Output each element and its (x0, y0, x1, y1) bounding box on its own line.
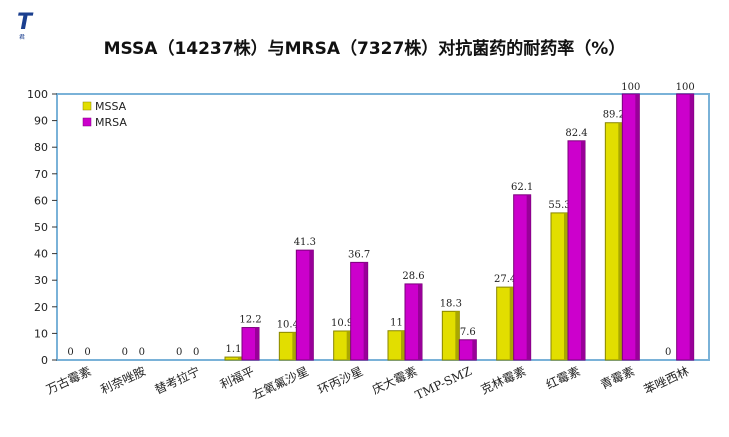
logo-caption: 君 (19, 34, 26, 41)
legend-label-mrsa: MRSA (95, 116, 127, 129)
legend-swatch-mssa (82, 101, 92, 111)
bar-shade-mssa (564, 212, 568, 360)
y-tick-label: 40 (34, 248, 48, 261)
data-label-mssa: 10.9 (331, 318, 353, 329)
data-label-mrsa: 0 (84, 347, 90, 358)
y-tick-label: 100 (27, 88, 48, 101)
category-label: 红霉素 (543, 363, 582, 392)
category-label: TMP-SMZ (413, 364, 474, 402)
bar-shade-mssa (509, 287, 514, 360)
data-label-mrsa: 100 (621, 82, 640, 93)
data-label-mrsa: 100 (676, 82, 695, 93)
y-tick-label: 30 (34, 274, 48, 287)
data-label-mrsa: 36.7 (348, 249, 370, 260)
category-label: 左氧氟沙星 (250, 363, 311, 402)
y-tick-label: 10 (34, 327, 48, 340)
y-tick-label: 50 (34, 221, 48, 234)
y-tick-label: 80 (34, 141, 48, 154)
bar-shade-mrsa (418, 283, 422, 360)
logo-mark: T (17, 10, 33, 35)
category-label: 庆大霉素 (370, 364, 419, 397)
bar-shade-mssa (292, 332, 297, 360)
bar-shade-mssa (455, 311, 460, 360)
category-label: 克林霉素 (479, 364, 528, 397)
bar-shade-mssa (346, 331, 351, 360)
data-label-mssa: 0 (67, 347, 73, 358)
bar-shade-mrsa (309, 250, 314, 360)
category-label: 青霉素 (598, 364, 637, 392)
bar-shade-mrsa (526, 194, 531, 360)
data-label-mrsa: 7.6 (460, 327, 476, 338)
bar-shade-mrsa (255, 327, 259, 360)
y-tick-label: 90 (34, 115, 48, 128)
category-label: 利奈唑胺 (98, 364, 147, 397)
data-label-mrsa: 62.1 (511, 182, 533, 193)
data-label-mssa: 10.4 (277, 319, 299, 330)
data-label-mrsa: 0 (139, 347, 145, 358)
data-label-mssa: 1.1 (226, 344, 242, 355)
data-label-mssa: 89.2 (603, 110, 625, 121)
data-label-mssa: 11 (390, 318, 403, 329)
y-tick-label: 70 (34, 168, 48, 181)
legend-label-mssa: MSSA (95, 100, 127, 113)
data-label-mrsa: 41.3 (294, 237, 316, 248)
data-label-mssa: 27.4 (494, 274, 516, 285)
bar-shade-mrsa (363, 262, 368, 360)
category-label: 万古霉素 (44, 363, 94, 397)
data-label-mrsa: 28.6 (402, 271, 424, 282)
data-label-mssa: 0 (665, 347, 671, 358)
legend-swatch-mrsa (82, 117, 92, 127)
y-tick-label: 0 (41, 354, 48, 367)
category-label: 苯唑西林 (642, 364, 691, 397)
category-label: 环丙沙星 (316, 364, 365, 397)
bar-shade-mrsa (689, 94, 694, 360)
bar-shade-mrsa (581, 140, 585, 360)
bar-shade-mssa (618, 122, 623, 360)
data-label-mssa: 0 (176, 347, 182, 358)
chart-title: MSSA（14237株）与MRSA（7327株）对抗菌药的耐药率（%） (103, 39, 626, 59)
category-label: 利福平 (217, 363, 256, 392)
bar-shade-mssa (401, 330, 405, 360)
bar-shade-mssa (238, 357, 242, 360)
data-label-mssa: 55.3 (548, 200, 570, 211)
category-label: 替考拉宁 (152, 363, 202, 397)
bar-shade-mrsa (472, 339, 477, 360)
data-label-mrsa: 82.4 (565, 128, 587, 139)
y-tick-label: 20 (34, 301, 48, 314)
bar-shade-mrsa (635, 94, 640, 360)
data-label-mssa: 18.3 (440, 298, 462, 309)
data-label-mrsa: 12.2 (239, 315, 261, 326)
logo: T 君 (17, 10, 33, 42)
data-label-mrsa: 0 (193, 347, 199, 358)
data-label-mssa: 0 (122, 347, 128, 358)
y-tick-label: 60 (34, 194, 48, 207)
